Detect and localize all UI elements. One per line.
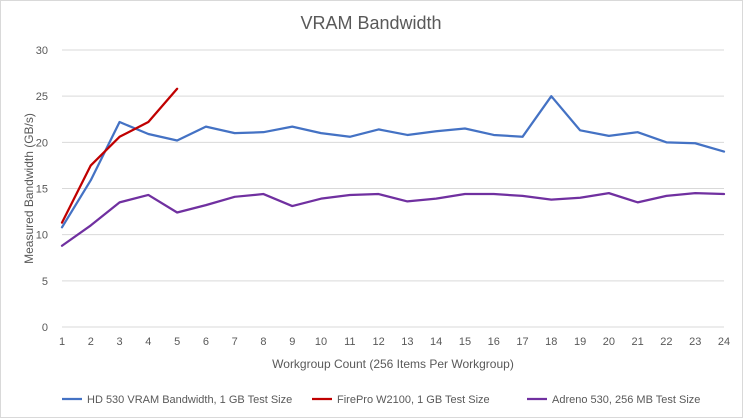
series-line-2 xyxy=(60,87,179,224)
series-line-1 xyxy=(60,95,726,229)
x-tick-label: 14 xyxy=(430,336,442,348)
x-tick-label: 19 xyxy=(574,336,586,348)
x-tick-label: 10 xyxy=(315,336,327,348)
y-tick-label: 15 xyxy=(36,184,48,196)
legend-label: FirePro W2100, 1 GB Test Size xyxy=(337,394,490,406)
series-line-3 xyxy=(60,191,726,247)
x-tick-label: 15 xyxy=(459,336,471,348)
legend-item: HD 530 VRAM Bandwidth, 1 GB Test Size xyxy=(62,394,292,406)
y-axis-title: Measured Bandwidth (GB/s) xyxy=(22,113,36,264)
x-tick-label: 5 xyxy=(174,336,180,348)
series-layer xyxy=(60,87,726,247)
x-tick-label: 18 xyxy=(545,336,557,348)
x-tick-label: 3 xyxy=(117,336,123,348)
y-tick-label: 10 xyxy=(36,230,48,242)
chart-title: VRAM Bandwidth xyxy=(300,13,441,33)
x-tick-label: 7 xyxy=(232,336,238,348)
y-tick-label: 0 xyxy=(42,322,48,334)
x-tick-label: 23 xyxy=(689,336,701,348)
legend: HD 530 VRAM Bandwidth, 1 GB Test Size Fir… xyxy=(62,394,700,406)
x-tick-label: 13 xyxy=(401,336,413,348)
x-tick-label: 11 xyxy=(344,336,355,348)
x-axis-title: Workgroup Count (256 Items Per Workgroup… xyxy=(272,357,514,371)
x-tick-label: 20 xyxy=(603,336,615,348)
y-tick-label: 5 xyxy=(42,276,48,288)
x-tick-label: 21 xyxy=(632,336,644,348)
x-tick-label: 12 xyxy=(372,336,384,348)
y-tick-label: 30 xyxy=(36,45,48,57)
x-tick-label: 22 xyxy=(660,336,672,348)
x-tick-label: 1 xyxy=(59,336,65,348)
x-tick-label: 16 xyxy=(488,336,500,348)
x-tick-label: 8 xyxy=(260,336,266,348)
x-tick-label: 9 xyxy=(289,336,295,348)
legend-label: HD 530 VRAM Bandwidth, 1 GB Test Size xyxy=(87,394,292,406)
x-tick-label: 17 xyxy=(516,336,528,348)
x-tick-label: 4 xyxy=(145,336,151,348)
x-axis-tick-labels: 1 2 3 4 5 6 7 8 9 10 11 12 13 14 15 16 17 18 19 20 21 22 23 24 xyxy=(59,336,730,348)
gridlines xyxy=(62,49,724,282)
legend-item: FirePro W2100, 1 GB Test Size xyxy=(312,394,490,406)
y-axis-tick-labels: 0 5 10 15 20 25 30 xyxy=(36,45,48,334)
legend-label: Adreno 530, 256 MB Test Size xyxy=(552,394,700,406)
y-tick-label: 20 xyxy=(36,137,48,149)
x-tick-label: 2 xyxy=(88,336,94,348)
x-tick-label: 6 xyxy=(203,336,209,348)
y-tick-label: 25 xyxy=(36,91,48,103)
x-tick-label: 24 xyxy=(718,336,730,348)
legend-item: Adreno 530, 256 MB Test Size xyxy=(527,394,700,406)
